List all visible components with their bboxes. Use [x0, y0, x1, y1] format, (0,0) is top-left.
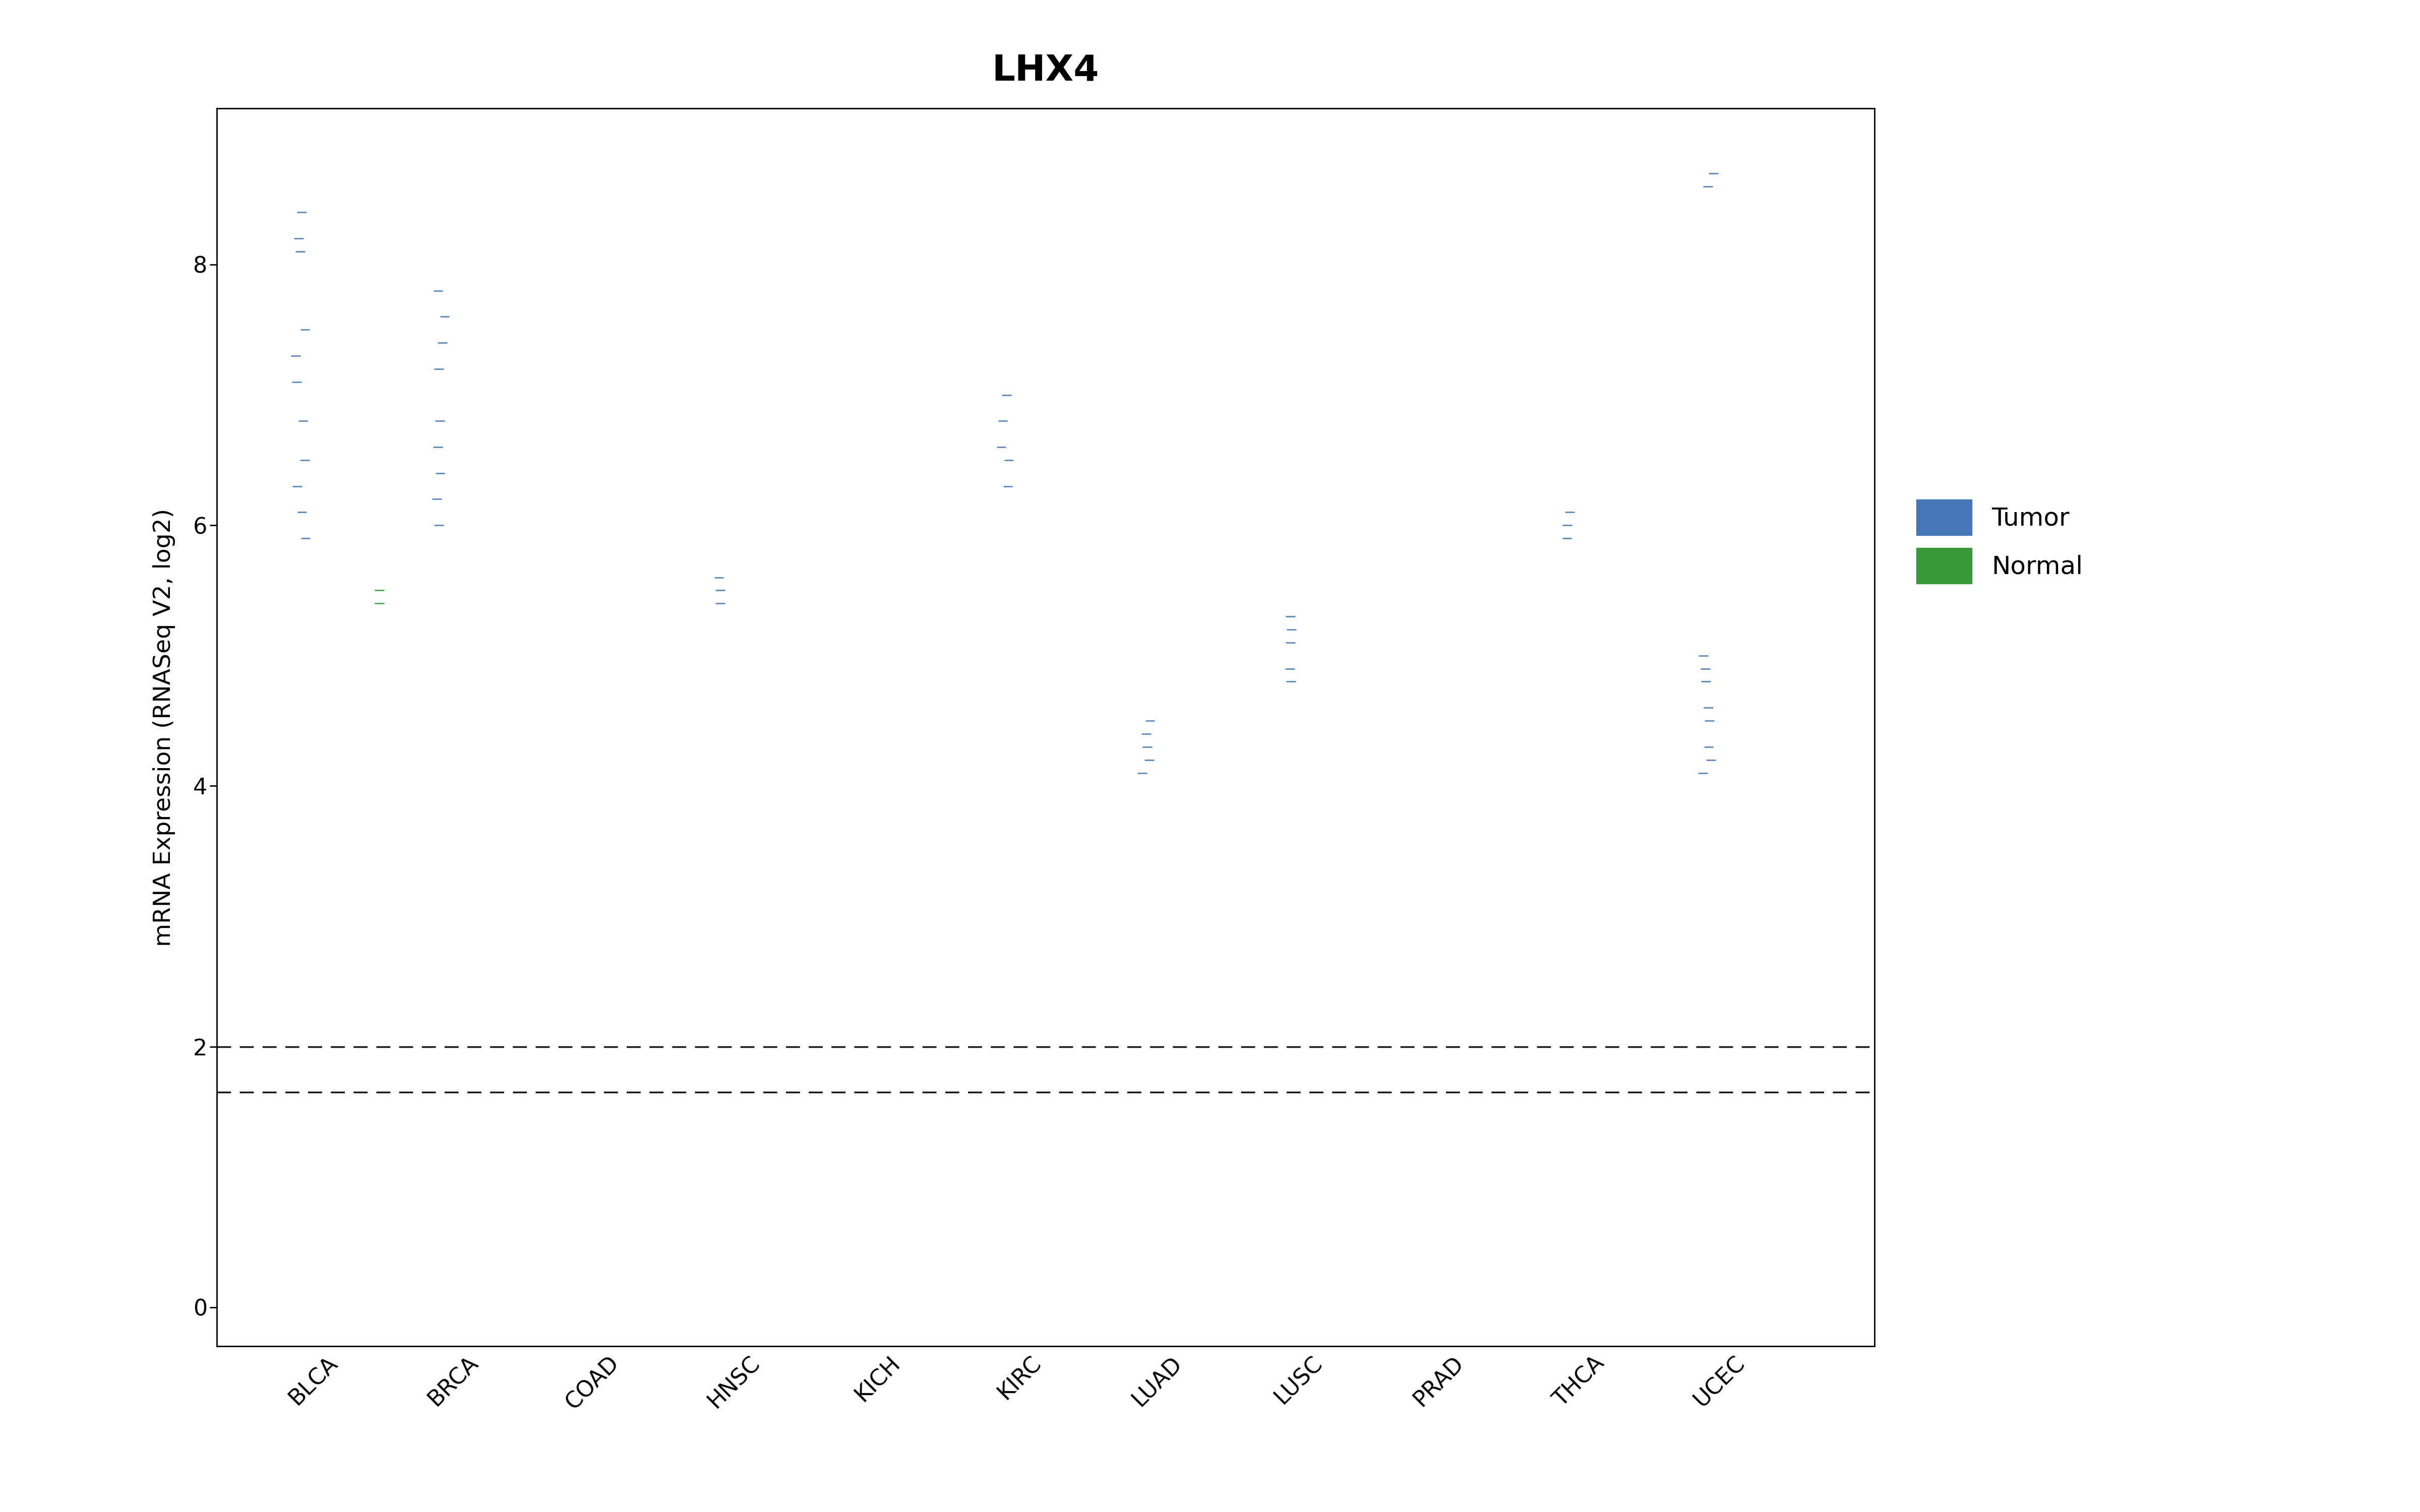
Legend: Tumor, Normal: Tumor, Normal — [1905, 487, 2096, 596]
Y-axis label: mRNA Expression (RNASeq V2, log2): mRNA Expression (RNASeq V2, log2) — [152, 508, 174, 947]
Title: LHX4: LHX4 — [992, 53, 1099, 88]
